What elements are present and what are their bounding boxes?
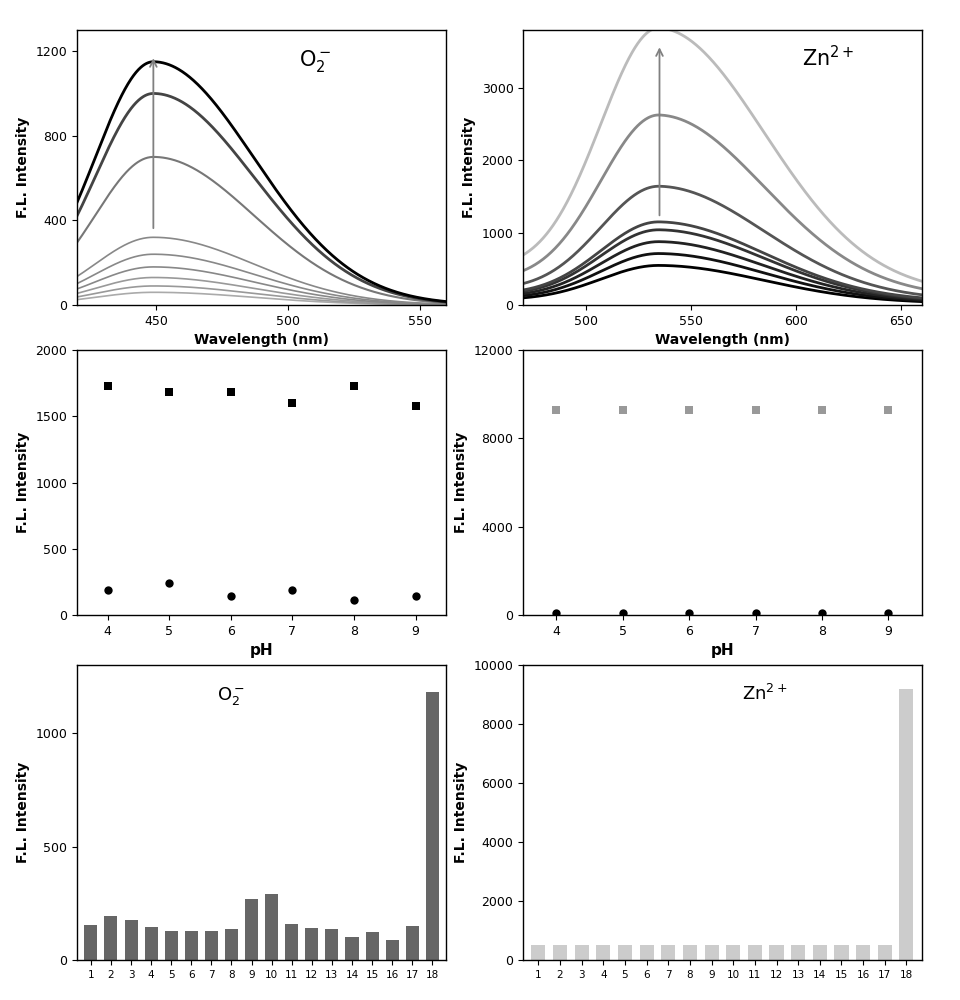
X-axis label: Wavelength (nm): Wavelength (nm) [655, 333, 790, 347]
Bar [553, 945, 567, 960]
Bar [770, 945, 783, 960]
Bar [165, 930, 178, 960]
Bar [265, 894, 278, 960]
Bar [406, 926, 419, 960]
Bar [245, 899, 258, 960]
Bar [813, 945, 827, 960]
Bar [618, 945, 632, 960]
Y-axis label: F.L. Intensity: F.L. Intensity [454, 432, 468, 533]
Bar [877, 945, 892, 960]
Y-axis label: F.L. Intensity: F.L. Intensity [15, 117, 30, 218]
Bar [426, 692, 439, 960]
X-axis label: Wavelength (nm): Wavelength (nm) [194, 333, 329, 347]
Y-axis label: F.L. Intensity: F.L. Intensity [15, 762, 30, 863]
Bar [575, 945, 588, 960]
Bar [726, 945, 740, 960]
Bar [791, 945, 805, 960]
Text: $\mathrm{Zn^{2+}}$: $\mathrm{Zn^{2+}}$ [802, 45, 854, 70]
Bar [305, 928, 319, 960]
Bar [204, 930, 218, 960]
Bar [386, 940, 398, 960]
Bar [84, 925, 97, 960]
Bar [900, 689, 914, 960]
Text: $\mathrm{Zn^{2+}}$: $\mathrm{Zn^{2+}}$ [742, 684, 788, 704]
Text: $\mathrm{O_2^-}$: $\mathrm{O_2^-}$ [217, 685, 246, 707]
Bar [596, 945, 611, 960]
Y-axis label: F.L. Intensity: F.L. Intensity [454, 762, 468, 863]
Bar [366, 932, 378, 960]
Bar [225, 929, 238, 960]
Bar [125, 920, 137, 960]
Y-axis label: F.L. Intensity: F.L. Intensity [15, 432, 30, 533]
Bar [105, 916, 117, 960]
Bar [705, 945, 719, 960]
Bar [531, 945, 545, 960]
Bar [639, 945, 654, 960]
Bar [285, 924, 299, 960]
X-axis label: pH: pH [250, 643, 274, 658]
Text: $\mathrm{O_2^-}$: $\mathrm{O_2^-}$ [299, 48, 331, 74]
Bar [184, 930, 198, 960]
Bar [683, 945, 697, 960]
Bar [748, 945, 762, 960]
Y-axis label: F.L. Intensity: F.L. Intensity [462, 117, 476, 218]
Bar [325, 929, 339, 960]
Bar [145, 927, 157, 960]
Bar [856, 945, 870, 960]
Bar [346, 937, 358, 960]
Bar [661, 945, 675, 960]
X-axis label: pH: pH [710, 643, 734, 658]
Bar [834, 945, 849, 960]
